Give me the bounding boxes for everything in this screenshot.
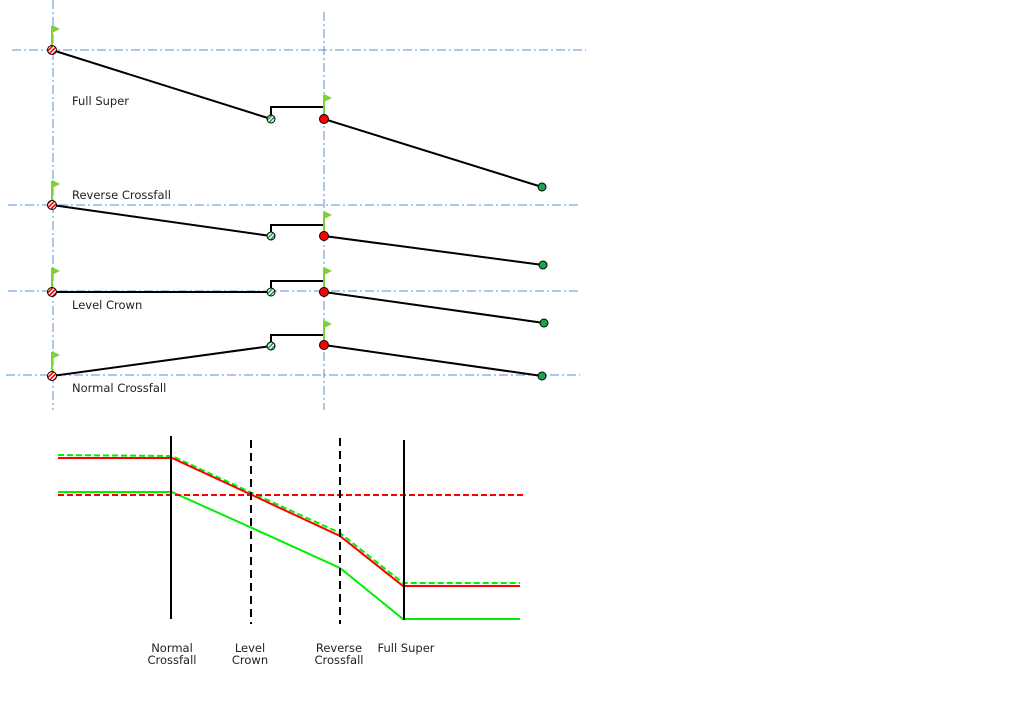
cross-section: [47, 320, 547, 381]
left-lane-line: [51, 204, 272, 237]
edge-node: [538, 260, 548, 270]
red-node: [319, 340, 329, 350]
edge-node: [537, 371, 547, 381]
transition-diagram: [57, 436, 526, 624]
edge-node: [537, 182, 547, 192]
cross-sections: [47, 25, 549, 381]
left-lane-line: [51, 49, 272, 120]
label-full-super: Full Super: [72, 94, 129, 108]
right-lane-line: [323, 235, 544, 266]
flag-icon: [52, 180, 60, 188]
cross-section: [47, 25, 547, 192]
tl-normal-1: Normal: [151, 641, 193, 655]
pivot-node: [47, 287, 57, 297]
flag-icon: [52, 351, 60, 359]
red-node: [319, 114, 329, 124]
right-lane-line: [323, 118, 543, 188]
hinge-node: [266, 231, 276, 241]
median-bracket: [270, 334, 325, 342]
label-level-crown: Level Crown: [72, 298, 142, 312]
median-bracket: [270, 106, 325, 115]
tl-level-1: Level: [235, 641, 265, 655]
red-node: [319, 231, 329, 241]
red-solid-line: [58, 457, 520, 587]
flag-icon: [324, 320, 332, 328]
hinge-node: [266, 114, 276, 124]
cross-section: [47, 180, 548, 270]
pivot-node: [47, 200, 57, 210]
flag-icon: [52, 25, 60, 33]
flag-icon: [324, 211, 332, 219]
tl-reverse-2: Crossfall: [314, 653, 363, 667]
tl-level-2: Crown: [232, 653, 268, 667]
tl-full-super: Full Super: [377, 641, 434, 655]
tl-normal-2: Crossfall: [147, 653, 196, 667]
hinge-node: [266, 341, 276, 351]
green-dashed-line: [57, 454, 520, 584]
flag-icon: [324, 94, 332, 102]
red-node: [319, 287, 329, 297]
pivot-node: [47, 45, 57, 55]
right-lane-line: [323, 344, 543, 377]
reference-axes: [6, 0, 586, 410]
hinge-node: [266, 287, 276, 297]
edge-node: [539, 318, 549, 328]
section-labels: Full Super Reverse Crossfall Level Crown…: [72, 94, 171, 395]
flag-icon: [324, 267, 332, 275]
green-solid-line: [58, 491, 520, 620]
label-reverse-crossfall: Reverse Crossfall: [72, 188, 171, 202]
tl-reverse-1: Reverse: [316, 641, 362, 655]
left-lane-line: [51, 345, 272, 377]
median-bracket: [270, 280, 325, 288]
flag-icon: [52, 267, 60, 275]
label-normal-crossfall: Normal Crossfall: [72, 381, 166, 395]
right-lane-line: [323, 291, 545, 324]
transition-labels: Normal Crossfall Level Crown Reverse Cro…: [147, 641, 434, 667]
pivot-node: [47, 371, 57, 381]
median-bracket: [270, 224, 325, 232]
cross-section: [47, 267, 549, 328]
